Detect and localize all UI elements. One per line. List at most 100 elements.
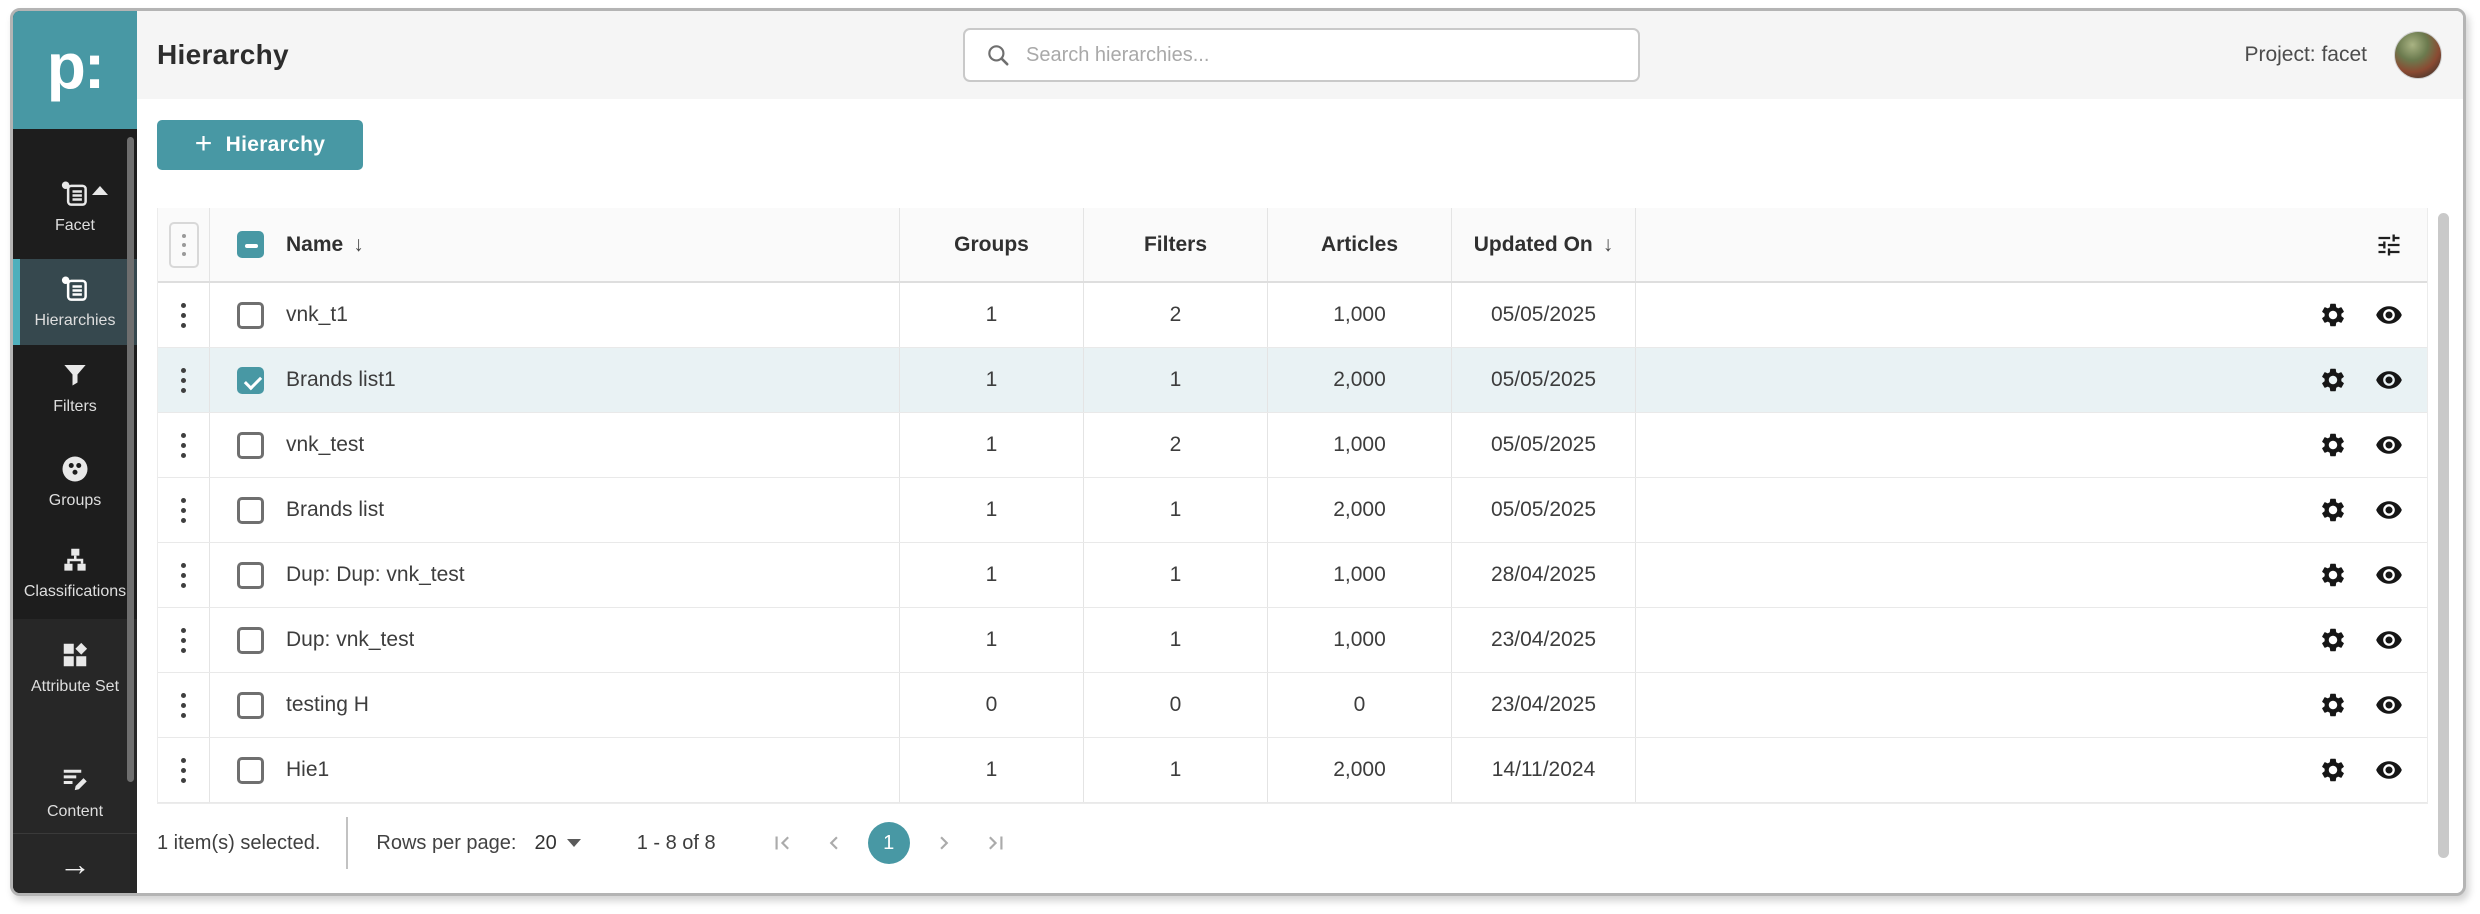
- row-name: vnk_test: [286, 433, 365, 456]
- expand-sidebar-arrow-icon[interactable]: →: [59, 845, 91, 882]
- column-header-updated-on[interactable]: Updated On ↓: [1452, 208, 1636, 281]
- add-hierarchy-button[interactable]: + Hierarchy: [157, 120, 363, 170]
- row-checkbox[interactable]: [237, 301, 264, 329]
- row-updated-on: 05/05/2025: [1452, 478, 1636, 542]
- row-menu-kebab-icon[interactable]: [158, 543, 209, 607]
- row-view-eye-icon[interactable]: [2375, 626, 2403, 654]
- row-settings-gear-icon[interactable]: [2319, 756, 2347, 784]
- table-row[interactable]: Dup: Dup: vnk_test 1 1 1,000 28/04/2025: [158, 543, 2427, 608]
- row-view-eye-icon[interactable]: [2375, 366, 2403, 394]
- sidebar-item-hierarchies[interactable]: Hierarchies: [13, 259, 137, 345]
- row-menu-kebab-icon[interactable]: [158, 738, 209, 802]
- row-menu-kebab-icon[interactable]: [158, 348, 209, 412]
- row-menu-kebab-icon[interactable]: [158, 413, 209, 477]
- row-name: Dup: vnk_test: [286, 628, 415, 651]
- row-view-eye-icon[interactable]: [2375, 561, 2403, 589]
- filters-icon: [60, 360, 90, 390]
- row-settings-gear-icon[interactable]: [2319, 496, 2347, 524]
- column-header-filters[interactable]: Filters: [1084, 208, 1268, 281]
- sidebar-scrollbar[interactable]: [127, 137, 134, 782]
- row-name-cell: testing H: [210, 673, 900, 737]
- row-view-eye-icon[interactable]: [2375, 756, 2403, 784]
- row-articles: 2,000: [1268, 738, 1452, 802]
- sidebar-item-content[interactable]: Content: [13, 753, 137, 833]
- select-all-checkbox[interactable]: [237, 231, 264, 258]
- row-view-eye-icon[interactable]: [2375, 301, 2403, 329]
- column-header-name[interactable]: Name: [286, 232, 344, 256]
- current-page-button[interactable]: 1: [867, 822, 910, 864]
- row-drag-cell: [158, 283, 210, 347]
- table-row[interactable]: Brands list1 1 1 2,000 05/05/2025: [158, 348, 2427, 413]
- main-area: Hierarchy Project: facet + Hierarchy Nam…: [137, 11, 2463, 893]
- row-menu-kebab-icon[interactable]: [158, 608, 209, 672]
- column-menu-icon[interactable]: [168, 221, 199, 268]
- row-actions-cell: [1636, 348, 2427, 412]
- sidebar-item-facet[interactable]: Facet: [13, 161, 137, 253]
- row-articles: 1,000: [1268, 608, 1452, 672]
- row-groups: 1: [900, 283, 1084, 347]
- row-settings-gear-icon[interactable]: [2319, 431, 2347, 459]
- row-menu-kebab-icon[interactable]: [158, 673, 209, 737]
- column-header-articles[interactable]: Articles: [1268, 208, 1452, 281]
- row-checkbox[interactable]: [237, 561, 264, 589]
- row-filters: 1: [1084, 348, 1268, 412]
- row-articles: 2,000: [1268, 348, 1452, 412]
- next-page-button[interactable]: [926, 825, 962, 861]
- row-view-eye-icon[interactable]: [2375, 431, 2403, 459]
- table-row[interactable]: testing H 0 0 0 23/04/2025: [158, 673, 2427, 738]
- row-filters: 0: [1084, 673, 1268, 737]
- attribute-set-icon: [60, 640, 90, 670]
- rows-per-page-select[interactable]: 20: [534, 832, 581, 855]
- search-box: [963, 28, 1640, 82]
- row-settings-gear-icon[interactable]: [2319, 366, 2347, 394]
- table-row[interactable]: vnk_t1 1 2 1,000 05/05/2025: [158, 283, 2427, 348]
- row-settings-gear-icon[interactable]: [2319, 691, 2347, 719]
- row-groups: 1: [900, 738, 1084, 802]
- sort-desc-arrow-icon: ↓: [1602, 232, 1614, 256]
- row-actions-cell: [1636, 478, 2427, 542]
- table-row[interactable]: Hie1 1 1 2,000 14/11/2024: [158, 738, 2427, 803]
- row-view-eye-icon[interactable]: [2375, 496, 2403, 524]
- row-menu-kebab-icon[interactable]: [158, 283, 209, 347]
- row-drag-cell: [158, 673, 210, 737]
- sidebar-item-label: Attribute Set: [30, 677, 120, 695]
- row-checkbox[interactable]: [237, 431, 264, 459]
- table-row[interactable]: vnk_test 1 2 1,000 05/05/2025: [158, 413, 2427, 478]
- column-header-groups[interactable]: Groups: [900, 208, 1084, 281]
- pagination: 1: [764, 822, 1014, 864]
- row-updated-on: 28/04/2025: [1452, 543, 1636, 607]
- previous-page-button[interactable]: [816, 825, 852, 861]
- row-checkbox[interactable]: [237, 691, 264, 719]
- search-input[interactable]: [1026, 43, 1638, 67]
- row-updated-on: 05/05/2025: [1452, 283, 1636, 347]
- sidebar-item-filters[interactable]: Filters: [13, 345, 137, 431]
- row-view-eye-icon[interactable]: [2375, 691, 2403, 719]
- row-name: Dup: Dup: vnk_test: [286, 563, 465, 586]
- first-page-button[interactable]: [764, 825, 800, 861]
- row-drag-cell: [158, 478, 210, 542]
- row-checkbox[interactable]: [237, 756, 264, 784]
- sidebar-item-classifications[interactable]: Classifications: [13, 525, 137, 621]
- row-actions-cell: [1636, 673, 2427, 737]
- user-avatar[interactable]: [2394, 31, 2442, 79]
- sidebar-item-groups[interactable]: Groups: [13, 439, 137, 525]
- row-settings-gear-icon[interactable]: [2319, 626, 2347, 654]
- sidebar-item-attribute-set[interactable]: Attribute Set: [13, 623, 137, 713]
- sort-desc-arrow-icon[interactable]: ↓: [353, 232, 364, 256]
- row-settings-gear-icon[interactable]: [2319, 301, 2347, 329]
- table-row[interactable]: Dup: vnk_test 1 1 1,000 23/04/2025: [158, 608, 2427, 673]
- row-actions-cell: [1636, 738, 2427, 802]
- column-settings-tune-icon[interactable]: [2375, 231, 2403, 259]
- last-page-button[interactable]: [978, 825, 1014, 861]
- row-articles: 1,000: [1268, 283, 1452, 347]
- row-checkbox[interactable]: [237, 496, 264, 524]
- row-settings-gear-icon[interactable]: [2319, 561, 2347, 589]
- row-checkbox[interactable]: [237, 626, 264, 654]
- row-menu-kebab-icon[interactable]: [158, 478, 209, 542]
- table-scrollbar[interactable]: [2438, 213, 2449, 858]
- row-articles: 1,000: [1268, 543, 1452, 607]
- row-checkbox[interactable]: [237, 366, 264, 394]
- row-name: Hie1: [286, 758, 330, 781]
- page-title: Hierarchy: [157, 39, 289, 70]
- table-row[interactable]: Brands list 1 1 2,000 05/05/2025: [158, 478, 2427, 543]
